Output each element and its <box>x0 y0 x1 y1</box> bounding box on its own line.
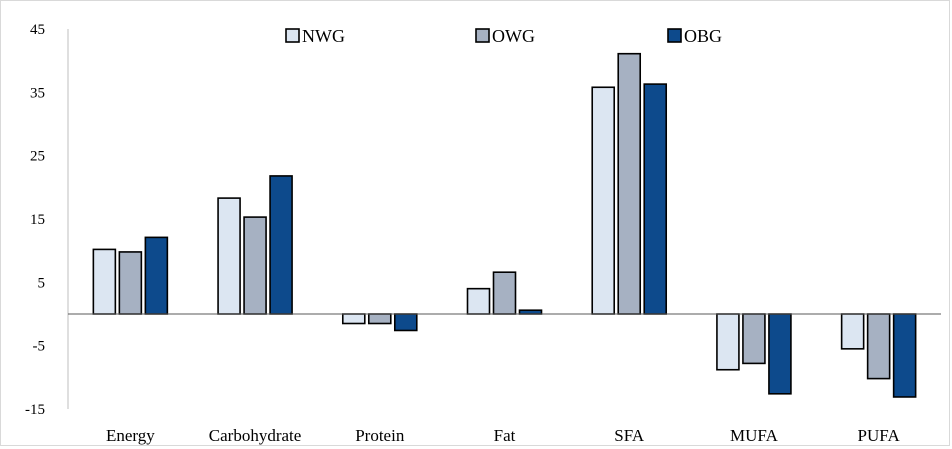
category-labels: Energy Carbohydrate Protein Fat SFA MUFA PUFA <box>106 426 901 445</box>
legend-swatch-owg <box>475 28 490 43</box>
category-label: MUFA <box>730 426 779 445</box>
bar-owg-carbohydrate <box>243 216 267 315</box>
bar-nwg-protein <box>341 313 366 325</box>
y-tick-label: 5 <box>38 275 46 291</box>
bar-obg-sfa <box>643 83 668 315</box>
y-tick-label: -5 <box>33 339 46 355</box>
legend-label-obg: OBG <box>684 26 722 46</box>
bar-owg-protein <box>367 313 392 325</box>
bar-obg-energy <box>144 236 169 315</box>
legend-label-nwg: NWG <box>302 26 345 46</box>
y-tick-labels: 45 35 25 15 5 -5 -15 <box>25 22 45 418</box>
bar-nwg-fat <box>466 287 491 315</box>
bar-obg-protein <box>393 313 418 332</box>
bar-obg-mufa <box>768 313 792 395</box>
bar-obg-carbohydrate <box>269 175 293 315</box>
bar-nwg-energy <box>92 248 117 315</box>
y-tick-label: -15 <box>25 402 45 418</box>
category-label: Carbohydrate <box>209 426 302 445</box>
bar-owg-fat <box>492 271 517 315</box>
bar-nwg-pufa <box>840 313 865 350</box>
bar-nwg-mufa <box>716 313 740 371</box>
category-label: Fat <box>494 426 516 445</box>
bar-owg-sfa <box>617 52 642 315</box>
bar-owg-energy <box>118 251 143 315</box>
bar-obg-pufa <box>892 313 917 398</box>
bar-nwg-carbohydrate <box>217 197 241 315</box>
category-label: PUFA <box>858 426 901 445</box>
bar-owg-pufa <box>866 313 891 380</box>
y-tick-label: 45 <box>30 22 45 38</box>
category-label: SFA <box>614 426 645 445</box>
y-tick-label: 35 <box>30 85 45 101</box>
legend-swatch-obg <box>667 28 682 43</box>
bar-nwg-sfa <box>591 86 616 315</box>
y-tick-label: 15 <box>30 212 45 228</box>
category-label: Protein <box>355 426 405 445</box>
y-tick-label: 25 <box>30 149 45 165</box>
category-label: Energy <box>106 426 155 445</box>
bar-obg-fat <box>518 309 543 315</box>
bar-owg-mufa <box>742 313 766 365</box>
legend-swatch-nwg <box>285 28 300 43</box>
legend-label-owg: OWG <box>492 26 535 46</box>
legend: NWG OWG OBG <box>285 26 722 46</box>
bars <box>92 52 917 398</box>
